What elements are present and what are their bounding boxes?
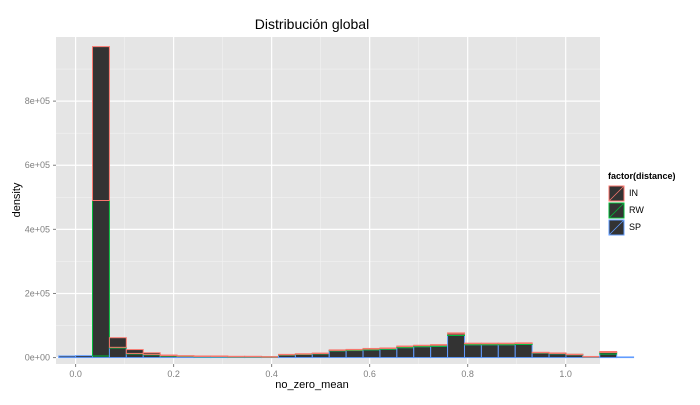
histogram-bar-in [362, 347, 381, 350]
legend: factor(distance) IN RW SP [608, 171, 676, 236]
y-tick-label: 6e+05 [25, 160, 50, 170]
histogram-bar-in [531, 351, 550, 354]
histogram-bar-in [599, 350, 618, 353]
axis-layer: 0.0 0.2 0.4 0.6 0.8 1.0 0e+00 2e+05 4e+05 6e+05 8e… [25, 96, 572, 379]
histogram-bar-sp [430, 345, 449, 359]
histogram-bar-in [278, 353, 296, 356]
legend-key-slash-in [608, 185, 625, 202]
legend-key-slash-rw [608, 202, 625, 219]
histogram-bar-in [565, 353, 584, 356]
histogram-bar-in [142, 352, 161, 355]
legend-label-rw: RW [629, 205, 644, 215]
histogram-bar-rw [92, 200, 110, 357]
y-tick-label: 4e+05 [25, 224, 50, 234]
histogram-bar-in [328, 349, 347, 351]
histogram-bar-in [193, 355, 212, 357]
x-axis-label: no_zero_mean [275, 379, 348, 391]
legend-label-sp: SP [629, 222, 641, 232]
histogram-bar-in [413, 344, 432, 347]
histogram-bar-sp [616, 356, 635, 359]
x-tick-label: 1.0 [559, 369, 572, 379]
histogram-bar-sp [396, 347, 415, 359]
histogram-bar-in [210, 355, 229, 357]
histogram-bar-sp [379, 348, 398, 359]
histogram-bar-in [480, 342, 499, 345]
y-tick-label: 2e+05 [25, 288, 50, 298]
histogram-bar-sp [413, 346, 432, 359]
histogram-bar-in [294, 353, 313, 355]
legend-key-slash-sp [608, 219, 625, 236]
histogram-bar-sp [58, 355, 77, 359]
plot-panel [56, 37, 600, 364]
histogram-bar-in [159, 354, 178, 357]
histogram-bar-sp [531, 352, 550, 359]
histogram-bar-sp [480, 344, 499, 359]
histogram-bar-in [514, 342, 533, 344]
legend-items: IN RW SP [608, 185, 644, 236]
histogram-bar-sp [548, 353, 567, 359]
histogram-bar-in [244, 355, 263, 358]
legend-title: factor(distance) [608, 171, 676, 181]
histogram-bar-in [345, 348, 364, 351]
histogram-bar-in [379, 347, 398, 349]
histogram-bar-in [497, 342, 516, 345]
histogram-bar-sp [328, 350, 347, 359]
histogram-bar-sp [497, 344, 516, 359]
histogram-bar-in [548, 352, 567, 354]
histogram-bar-in [582, 355, 601, 358]
chart-title: Distribución global [255, 16, 369, 32]
histogram-bar-in [261, 356, 280, 358]
legend-label-in: IN [629, 188, 638, 198]
histogram-bar-in [396, 345, 415, 348]
histogram-bar-in [447, 332, 465, 335]
histogram-bar-sp [362, 349, 381, 359]
histogram-bar-sp [463, 344, 482, 359]
histogram-bar-sp [75, 355, 94, 359]
histogram-bar-sp [345, 350, 364, 359]
x-tick-label: 0.0 [69, 369, 82, 379]
histogram-bar-in [176, 355, 195, 357]
histogram-bar-in [92, 46, 110, 201]
bars-layer [58, 46, 635, 359]
histogram-bar-sp [108, 347, 127, 359]
y-tick-label: 8e+05 [25, 96, 50, 106]
histogram-bar-in [227, 355, 246, 358]
histogram-bar-sp [599, 353, 618, 359]
histogram-bar-sp [447, 334, 465, 359]
histogram-bar-in [430, 344, 449, 346]
histogram-bar-in [125, 349, 144, 354]
x-tick-label: 0.6 [363, 369, 376, 379]
x-tick-label: 0.2 [167, 369, 180, 379]
x-tick-label: 0.8 [461, 369, 474, 379]
histogram-bar-in [463, 342, 482, 345]
histogram-bar-sp [514, 343, 533, 359]
x-tick-label: 0.4 [265, 369, 278, 379]
histogram-bar-in [108, 337, 127, 348]
y-axis-label: density [11, 182, 23, 217]
y-tick-label: 0e+00 [25, 353, 50, 363]
histogram-bar-in [311, 352, 330, 355]
